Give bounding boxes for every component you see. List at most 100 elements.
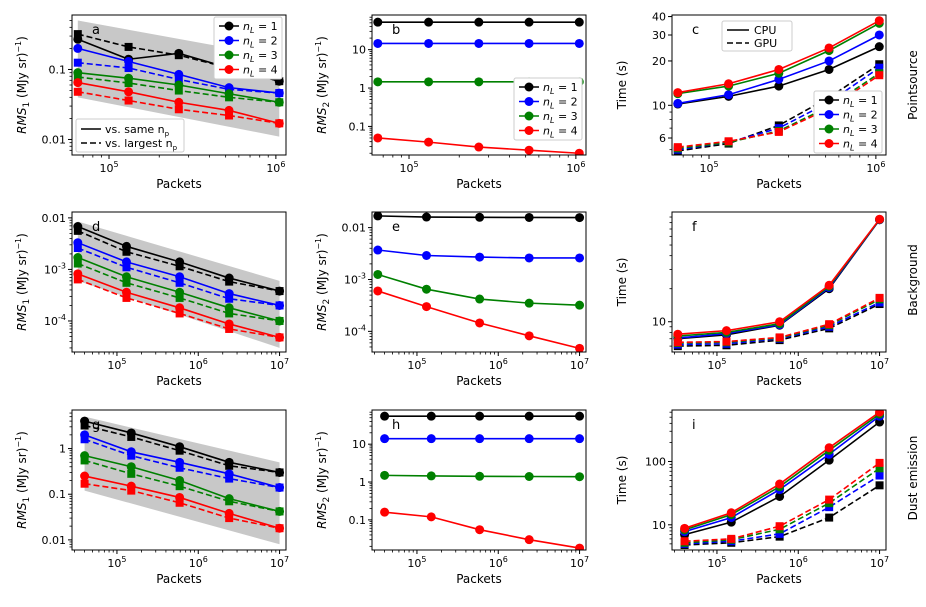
y-tick-label-1: 0.1 <box>349 120 367 133</box>
solid-point-1-3 <box>475 411 485 421</box>
dashed-point-4-4 <box>825 320 834 329</box>
plot-area-h <box>380 411 585 550</box>
y-tick-label-3: 10 <box>352 44 366 57</box>
solid-point-2-2 <box>724 90 734 100</box>
legend-label-4: nL = 4 <box>843 138 878 153</box>
solid-point-3-3 <box>175 475 185 485</box>
dashed-point-2-3 <box>175 278 184 287</box>
solid-point-4-1 <box>673 88 683 98</box>
dashed-line-2 <box>77 247 280 307</box>
y-tick-label-3: 10 <box>352 438 366 451</box>
solid-point-2-1 <box>373 38 383 48</box>
dashed-point-2-4 <box>225 294 234 303</box>
dashed-point-4-2 <box>124 96 133 105</box>
legend-marker-3 <box>824 124 834 134</box>
solid-point-1-5 <box>275 467 285 477</box>
y-axis-label: RMS1 (MJy sr)−1) <box>14 36 32 134</box>
dashed-point-4-4 <box>225 111 234 120</box>
legend-label-2: nL = 2 <box>243 35 278 50</box>
solid-point-2-3 <box>175 457 185 467</box>
solid-point-1-4 <box>524 212 534 222</box>
dashed-line-4 <box>77 278 280 339</box>
panel-letter-h: h <box>392 418 400 433</box>
solid-point-4-5 <box>875 214 885 224</box>
y-axis-label: RMS1 (MJy sr)−1) <box>14 431 32 529</box>
solid-point-1-4 <box>524 411 534 421</box>
solid-point-4-3 <box>475 318 485 328</box>
series-3 <box>73 68 284 107</box>
solid-point-2-3 <box>174 69 184 79</box>
solid-point-2-3 <box>175 272 185 282</box>
series-1 <box>373 17 584 27</box>
solid-point-4-3 <box>175 303 185 313</box>
plot-area-e <box>373 212 585 352</box>
solid-point-1-2 <box>426 411 436 421</box>
legend-marker-4 <box>224 65 234 74</box>
solid-point-3-1 <box>80 451 90 461</box>
dashed-point-2-3 <box>175 463 184 472</box>
dashed-point-4-2 <box>722 337 731 346</box>
legend-label-4: nL = 4 <box>243 64 278 79</box>
y-axis-label: Time (s) <box>615 456 629 506</box>
solid-point-2-3 <box>475 252 485 262</box>
y-tick-label-1: 6 <box>659 132 666 145</box>
solid-point-4-2 <box>126 481 136 491</box>
solid-point-3-3 <box>174 80 184 90</box>
solid-line-4 <box>684 411 881 530</box>
series-3 <box>73 253 285 326</box>
solid-point-4-3 <box>774 64 784 74</box>
solid-point-4-5 <box>275 332 285 342</box>
x-axis-label: Packets <box>156 177 202 191</box>
dashed-point-3-2 <box>127 469 136 478</box>
panel-letter-f: f <box>692 220 697 235</box>
solid-point-4-1 <box>73 269 83 279</box>
dashed-point-4-1 <box>73 275 82 284</box>
y-tick-label-3: 20 <box>652 55 666 68</box>
y-tick-label-2: 1 <box>359 82 366 95</box>
legend-marker-3 <box>224 50 234 60</box>
legend-marker-4 <box>824 139 834 148</box>
solid-point-2-1 <box>73 43 83 53</box>
x-tick-label-1: 105 <box>707 357 726 372</box>
row-label-background: Background <box>906 244 920 316</box>
solid-point-2-5 <box>575 253 585 263</box>
solid-point-3-5 <box>274 97 284 107</box>
x-axis-label: Packets <box>156 572 202 586</box>
series-4 <box>373 286 585 352</box>
solid-point-1-2 <box>424 17 434 27</box>
legend-label-3: nL = 3 <box>843 123 878 138</box>
panel-e: 105 106 107 10-4 10-3 0.01 Packets RMS2 (MJy sr… <box>314 211 589 388</box>
solid-point-4-5 <box>275 523 285 533</box>
solid-point-3-5 <box>575 300 585 310</box>
x-axis-label: Packets <box>456 572 502 586</box>
solid-point-1-5 <box>275 286 285 296</box>
y-tick-label-2: 0.1 <box>49 63 67 76</box>
dashed-point-4-3 <box>174 105 183 114</box>
solid-point-4-4 <box>824 443 834 453</box>
solid-point-2-4 <box>524 253 534 263</box>
panel-f: 105 106 107 10 Packets Time (s) f <box>615 211 889 388</box>
panel-i: 105 106 107 10 100 Packets Time (s) i <box>615 409 889 586</box>
dashed-point-2-2 <box>122 263 131 272</box>
solid-point-4-4 <box>224 319 234 329</box>
solid-point-1-3 <box>174 48 184 58</box>
solid-point-2-5 <box>874 30 884 40</box>
dashed-point-4-2 <box>122 293 131 302</box>
dashed-point-3-3 <box>175 482 184 491</box>
legend-label-1: nL = 1 <box>843 94 878 109</box>
x-axis-label: Packets <box>156 374 202 388</box>
solid-point-4-1 <box>73 78 83 88</box>
solid-point-1-1 <box>73 222 83 232</box>
solid-point-1-1 <box>73 34 83 44</box>
y-axis-label: Time (s) <box>615 61 629 111</box>
y-tick-label-3: 0.01 <box>42 212 67 225</box>
dashed-point-2-5 <box>875 471 884 480</box>
panel-letter-e: e <box>392 220 400 235</box>
row-label-pointsource: Pointsource <box>906 50 920 120</box>
dashed-point-3-1 <box>73 259 82 268</box>
dashed-point-4-2 <box>727 534 736 543</box>
dashed-point-2-4 <box>225 474 234 483</box>
series-3 <box>380 470 585 482</box>
legend-marker-2 <box>224 36 234 45</box>
solid-point-4-3 <box>474 142 484 152</box>
